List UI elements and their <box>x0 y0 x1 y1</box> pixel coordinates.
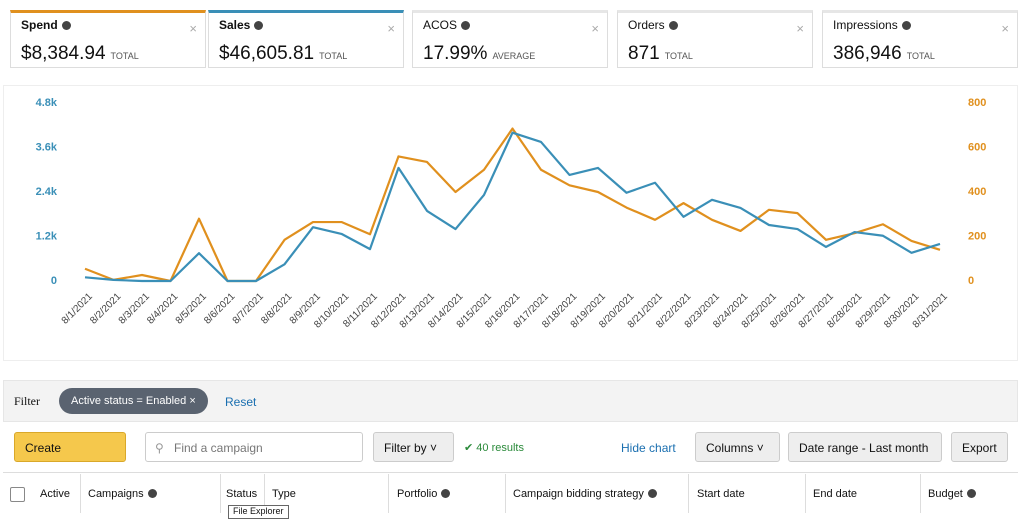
chart-panel <box>3 85 1018 361</box>
metric-card[interactable]: ACOS × 17.99% AVERAGE <box>412 10 608 68</box>
card-label: Impressions <box>833 18 911 32</box>
card-label: Spend <box>21 18 71 32</box>
export-button[interactable]: Export <box>951 432 1008 462</box>
column-header[interactable]: Status <box>226 488 258 500</box>
column-divider <box>505 474 506 513</box>
column-header[interactable]: Budget <box>928 488 976 500</box>
column-header[interactable]: Start date <box>697 488 745 500</box>
hide-chart-link[interactable]: Hide chart <box>621 441 676 455</box>
column-divider <box>388 474 389 513</box>
columns-button[interactable]: Columns ˅ <box>695 432 780 462</box>
metric-card[interactable]: Spend × $8,384.94 TOTAL <box>10 10 206 68</box>
search-input[interactable]: Find a campaign ⚲ <box>145 432 363 462</box>
y2-tick-label: 200 <box>968 230 986 242</box>
column-header[interactable]: Active <box>40 488 70 500</box>
card-label: Orders <box>628 18 678 32</box>
card-value: 871 TOTAL <box>628 43 693 64</box>
card-value: 386,946 TOTAL <box>833 43 935 64</box>
tooltip: File Explorer <box>228 505 289 519</box>
filter-bar: Filter Active status = Enabled × Reset <box>3 380 1018 422</box>
column-divider <box>264 474 265 513</box>
column-header[interactable]: Type <box>272 488 296 500</box>
card-value: $8,384.94 TOTAL <box>21 43 139 64</box>
column-divider <box>805 474 806 513</box>
select-all-checkbox[interactable] <box>10 487 25 502</box>
column-divider <box>920 474 921 513</box>
results-count: ✔ 40 results <box>464 442 524 454</box>
y2-tick-label: 800 <box>968 97 986 109</box>
metric-card[interactable]: Sales × $46,605.81 TOTAL <box>208 10 404 68</box>
card-label: ACOS <box>423 18 471 32</box>
card-value: 17.99% AVERAGE <box>423 43 536 64</box>
y-tick-label: 4.8k <box>36 97 58 109</box>
y-tick-label: 1.2k <box>36 230 58 242</box>
date-range-button[interactable]: Date range - Last month <box>788 432 942 462</box>
filter-label: Filter <box>14 394 40 408</box>
metric-card[interactable]: Orders × 871 TOTAL <box>617 10 813 68</box>
column-header[interactable]: Campaigns <box>88 488 157 500</box>
chart: 01.2k2.4k3.6k4.8k02004006008008/1/20218/… <box>36 97 987 331</box>
reset-link[interactable]: Reset <box>225 395 257 409</box>
filter-by-button[interactable]: Filter by ˅ <box>373 432 454 462</box>
column-header[interactable]: Campaign bidding strategy <box>513 488 657 500</box>
card-label: Sales <box>219 18 264 32</box>
column-divider <box>80 474 81 513</box>
column-divider <box>688 474 689 513</box>
series-line <box>84 131 941 283</box>
y-tick-label: 0 <box>51 275 57 287</box>
y2-tick-label: 600 <box>968 141 986 153</box>
series-line <box>84 127 941 283</box>
y2-tick-label: 400 <box>968 186 986 198</box>
card-value: $46,605.81 TOTAL <box>219 43 348 64</box>
y-tick-label: 3.6k <box>36 141 58 153</box>
column-header[interactable]: Portfolio <box>397 488 451 500</box>
column-divider <box>220 474 221 513</box>
y-tick-label: 2.4k <box>36 186 58 198</box>
metric-card[interactable]: Impressions × 386,946 TOTAL <box>822 10 1018 68</box>
filter-chip[interactable]: Active status = Enabled × <box>59 388 208 414</box>
column-header[interactable]: End date <box>813 488 858 500</box>
create-button[interactable]: Create campaign <box>14 432 126 485</box>
table-header <box>3 472 1018 514</box>
y2-tick-label: 0 <box>968 275 974 287</box>
